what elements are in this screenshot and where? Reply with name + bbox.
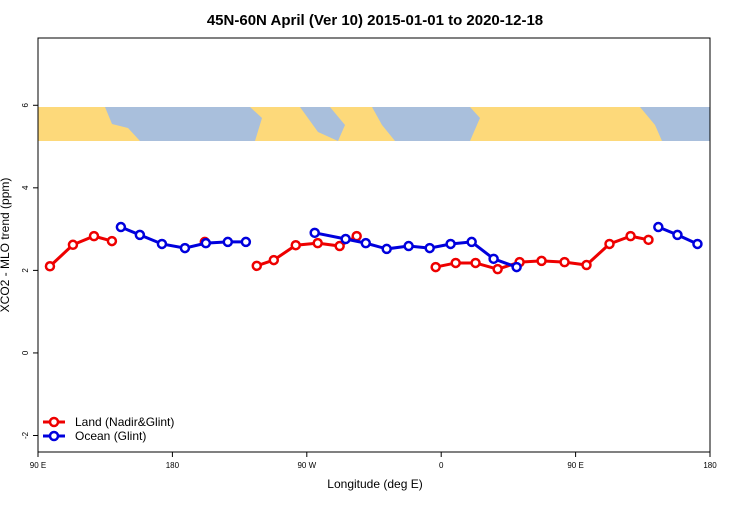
data-point: [424, 242, 435, 254]
data-point: [351, 230, 362, 242]
data-point: [156, 238, 168, 250]
data-point: [268, 254, 280, 266]
data-point: [672, 229, 683, 241]
data-point: [312, 237, 323, 249]
data-point: [536, 255, 547, 267]
data-point: [360, 237, 372, 249]
y-tick-label: 4: [21, 185, 30, 190]
x-axis-label: Longitude (deg E): [327, 477, 422, 491]
data-point: [492, 263, 503, 275]
data-point: [200, 237, 212, 249]
data-point: [381, 243, 392, 255]
data-point: [44, 261, 56, 272]
y-tick-label: 2: [21, 268, 30, 273]
y-tick-label: -2: [21, 431, 30, 439]
x-tick-label: 180: [703, 461, 717, 470]
data-point: [115, 221, 127, 233]
x-tick-label: 0: [439, 461, 444, 470]
y-tick-label: 6: [21, 103, 30, 108]
series-line: [48, 234, 113, 268]
data-point: [403, 240, 414, 252]
data-point: [340, 233, 351, 245]
x-tick-label: 90 E: [30, 461, 46, 470]
data-point: [67, 239, 79, 251]
data-point: [251, 260, 263, 272]
data-point: [653, 221, 664, 233]
chart-title: 45N-60N April (Ver 10) 2015-01-01 to 202…: [207, 12, 543, 29]
data-point: [222, 236, 234, 248]
data-point: [430, 261, 441, 273]
x-tick-label: 180: [166, 461, 180, 470]
series-line: [314, 231, 518, 269]
data-point: [309, 227, 320, 239]
legend-marker: [48, 416, 60, 428]
data-point: [334, 240, 345, 252]
data-point: [604, 238, 615, 250]
data-point: [106, 235, 118, 247]
legend-label: Ocean (Glint): [75, 429, 146, 443]
data-point: [581, 259, 592, 271]
data-point: [511, 261, 522, 273]
y-tick-label: 0: [21, 350, 30, 355]
data-point: [692, 238, 703, 250]
map-band: [38, 107, 710, 141]
data-point: [450, 257, 461, 269]
data-point: [179, 242, 191, 254]
data-point: [466, 236, 477, 248]
data-point: [290, 239, 301, 251]
plot-frame: [37, 37, 711, 453]
data-point: [134, 229, 146, 241]
x-tick-label: 90 E: [567, 461, 583, 470]
data-point: [240, 236, 252, 248]
data-point: [488, 253, 499, 265]
y-axis-label: XCO2 - MLO trend (ppm): [0, 178, 12, 313]
legend-marker: [48, 430, 60, 442]
legend-label: Land (Nadir&Glint): [75, 415, 174, 429]
data-point: [559, 256, 570, 268]
data-point: [445, 238, 456, 250]
data-point: [625, 230, 636, 242]
data-point: [470, 257, 481, 269]
x-tick-label: 90 W: [297, 461, 316, 470]
data-point: [88, 230, 100, 242]
data-point: [643, 234, 654, 246]
